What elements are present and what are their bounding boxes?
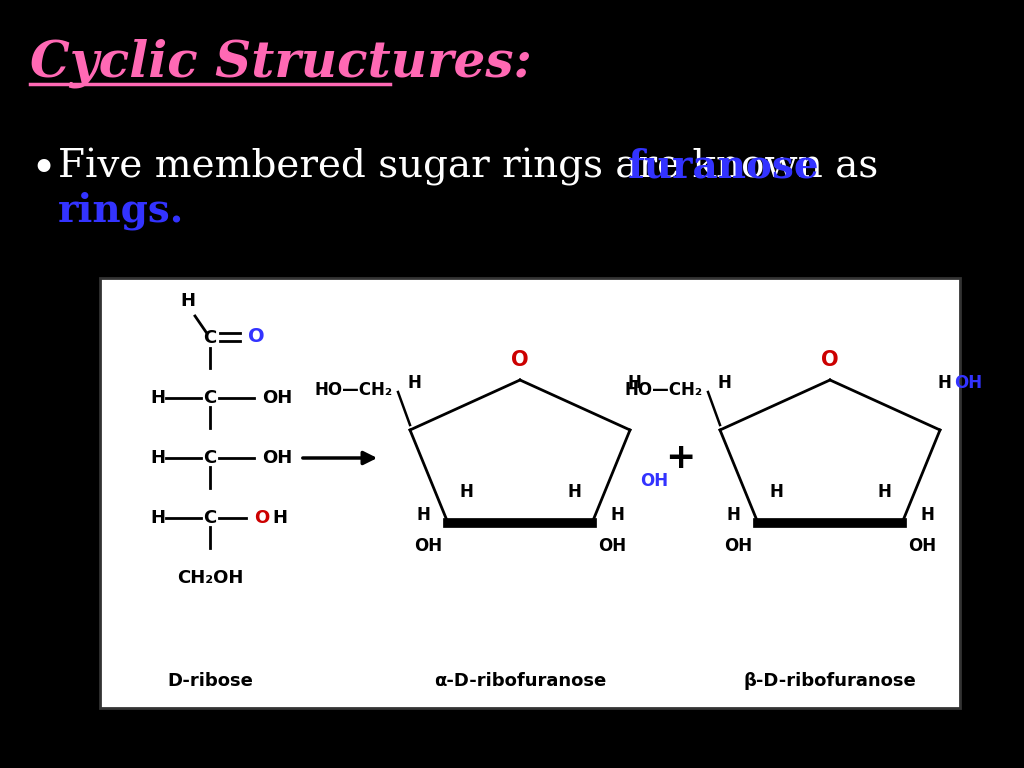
Text: HO—CH₂: HO—CH₂	[315, 381, 393, 399]
Text: C: C	[204, 449, 217, 467]
Text: CH₂OH: CH₂OH	[177, 569, 243, 587]
Text: HO—CH₂: HO—CH₂	[625, 381, 703, 399]
Text: O: O	[248, 326, 264, 346]
Text: furanose: furanose	[628, 148, 819, 186]
Text: OH: OH	[414, 537, 442, 555]
Text: H: H	[920, 506, 934, 524]
Text: Five membered sugar rings are known as: Five membered sugar rings are known as	[58, 148, 891, 186]
Text: •: •	[30, 148, 56, 191]
Text: H: H	[180, 292, 196, 310]
Text: O: O	[254, 509, 269, 527]
Text: C: C	[204, 509, 217, 527]
Text: H: H	[567, 483, 581, 501]
Bar	[100, 278, 961, 708]
Text: H: H	[416, 506, 430, 524]
Text: H: H	[408, 374, 421, 392]
Text: β-D-ribofuranose: β-D-ribofuranose	[743, 672, 916, 690]
Text: H: H	[878, 483, 891, 501]
Text: OH: OH	[598, 537, 626, 555]
Text: rings.: rings.	[58, 192, 184, 230]
Text: H: H	[151, 449, 166, 467]
Text: H: H	[717, 374, 731, 392]
Text: H: H	[151, 509, 166, 527]
Text: OH: OH	[724, 537, 752, 555]
Text: α-D-ribofuranose: α-D-ribofuranose	[434, 672, 606, 690]
Text: +: +	[665, 441, 695, 475]
Text: H: H	[726, 506, 740, 524]
Text: OH: OH	[640, 472, 668, 490]
Text: O: O	[511, 350, 528, 370]
Text: H: H	[937, 374, 951, 392]
Text: H: H	[459, 483, 473, 501]
Text: H: H	[151, 389, 166, 407]
Text: OH: OH	[954, 374, 982, 392]
Text: OH: OH	[262, 449, 292, 467]
Text: H: H	[610, 506, 624, 524]
Text: Cyclic Structures:: Cyclic Structures:	[30, 38, 532, 88]
Text: C: C	[204, 329, 217, 347]
Text: OH: OH	[908, 537, 936, 555]
Text: D-ribose: D-ribose	[167, 672, 253, 690]
Text: H: H	[627, 374, 641, 392]
Text: H: H	[272, 509, 287, 527]
Text: C: C	[204, 389, 217, 407]
Text: O: O	[821, 350, 839, 370]
Text: OH: OH	[262, 389, 292, 407]
Text: H: H	[769, 483, 783, 501]
